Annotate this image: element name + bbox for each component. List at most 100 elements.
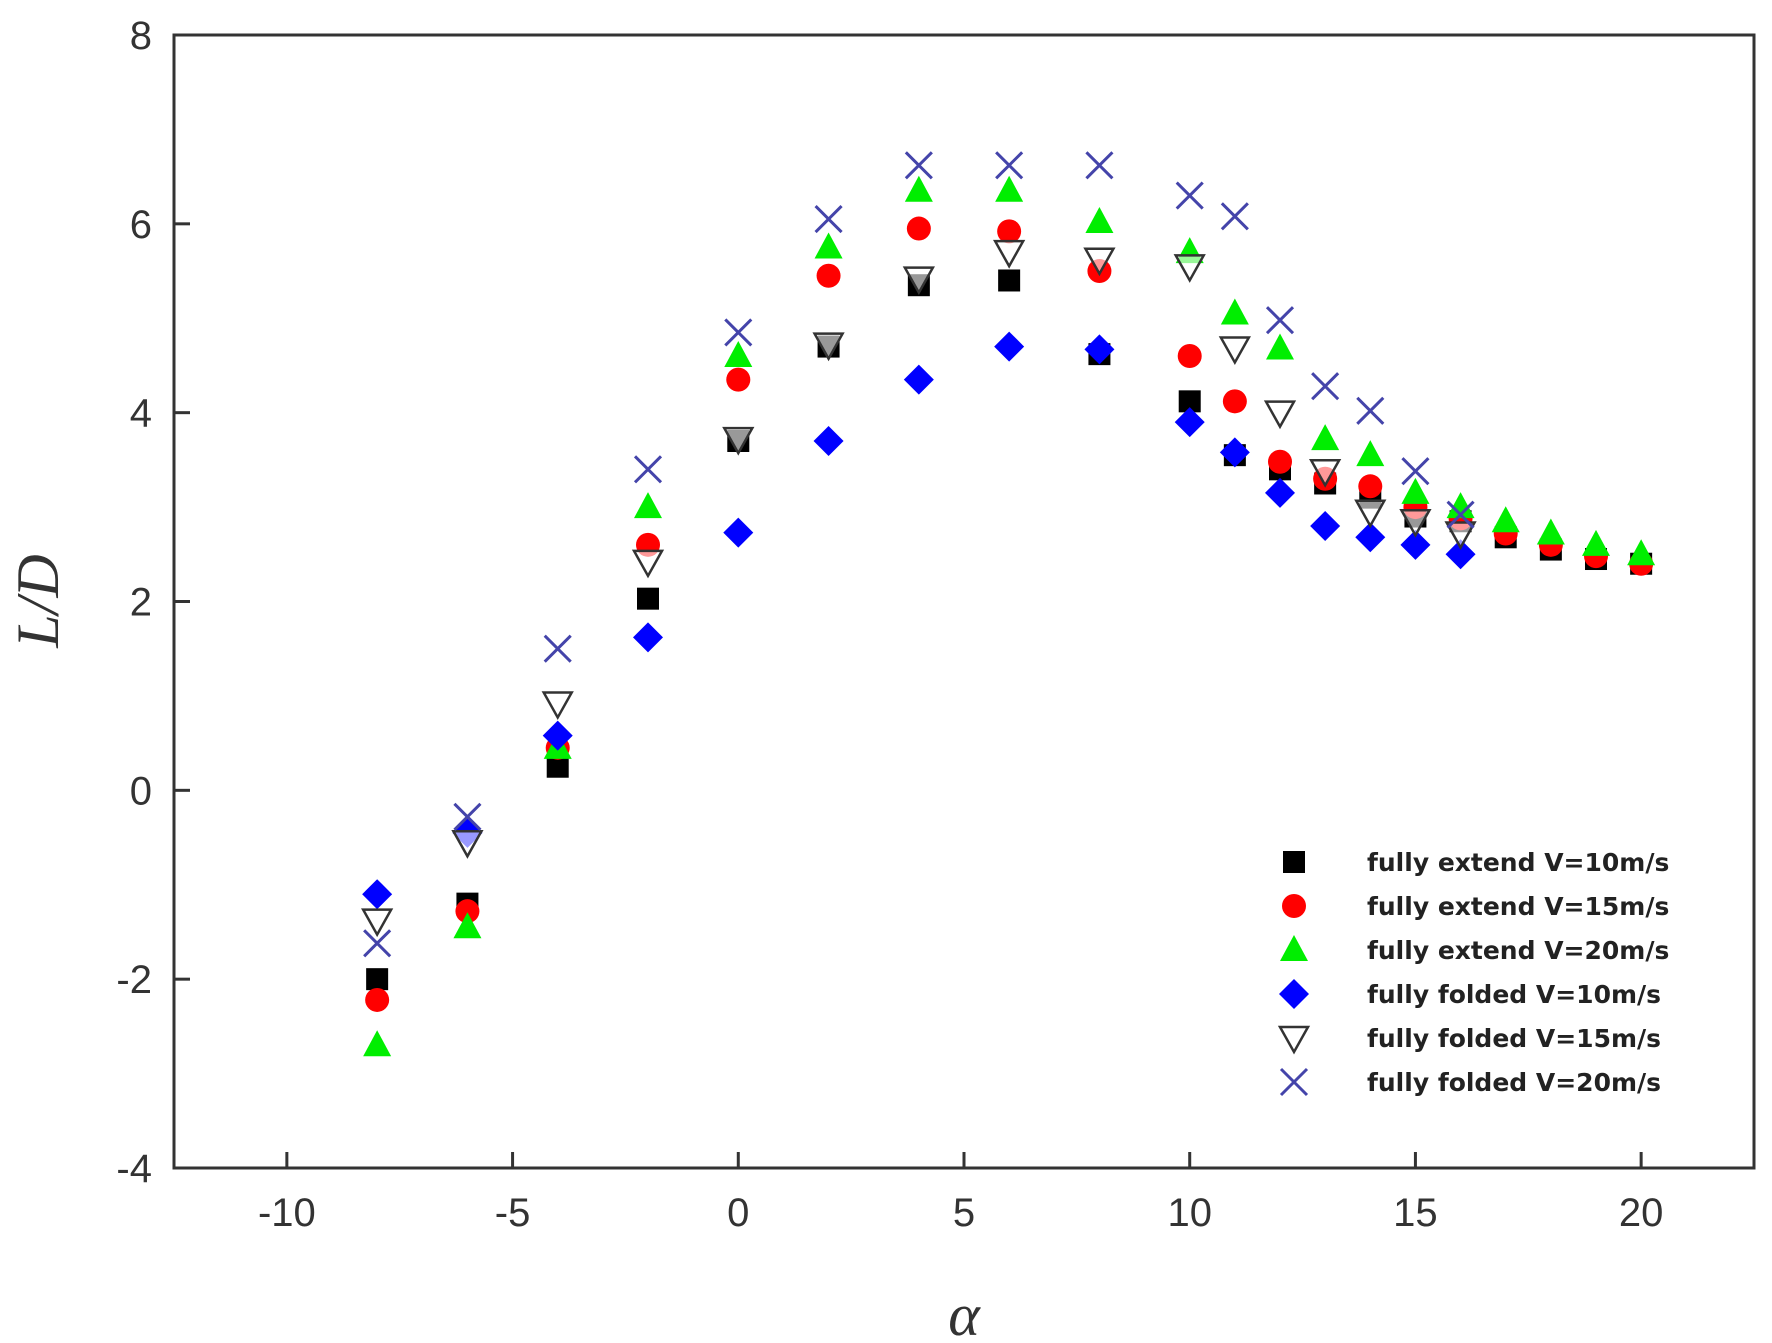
series-3 [363,175,1656,1057]
data-point [1266,333,1294,360]
data-point [1446,500,1475,529]
x-tick-label: 20 [1619,1191,1664,1235]
data-point [1358,474,1383,499]
data-point [1356,396,1385,425]
data-point [453,912,482,939]
data-point [1536,518,1565,545]
legend-marker [1277,1025,1311,1055]
data-point [1310,510,1341,541]
data-point [451,830,484,859]
data-point [1218,336,1251,366]
legend-marker [1282,894,1306,918]
x-axis-title: α [948,1282,981,1343]
data-point [906,216,931,241]
data-point [1354,499,1387,529]
data-point [998,269,1021,292]
data-point [1219,437,1250,468]
data-point [904,151,933,180]
data-point [366,968,389,991]
data-point [1083,247,1116,277]
plot-frame [172,33,1756,1170]
data-point [1399,508,1432,538]
data-point [994,331,1025,362]
y-axis-ticks: -4 -2 0 2 4 6 8 [116,14,190,1191]
data-point [634,492,662,519]
data-point [365,987,390,1012]
y-tick-label: 4 [130,392,152,436]
data-point [363,1030,392,1057]
data-point [1311,372,1340,401]
y-tick-label: 2 [130,581,152,625]
data-point [455,899,480,924]
data-point [363,929,392,958]
legend-label: fully extend V=15m/s [1367,892,1669,921]
data-point [1174,407,1205,438]
data-point [995,151,1024,180]
y-tick-label: 6 [130,203,152,247]
data-point [546,755,569,778]
data-point [904,175,933,202]
data-point [1311,424,1340,451]
data-point [453,802,482,831]
x-tick-label: 15 [1393,1191,1438,1235]
data-point [1177,344,1202,369]
data-point [1444,521,1477,551]
y-axis-title: L/D [5,554,71,648]
data-point [1400,529,1431,560]
data-point [813,425,844,456]
data-point [1355,522,1386,553]
data-point [637,587,659,610]
data-point [814,205,843,234]
data-point [1265,306,1295,335]
data-point [1085,206,1114,233]
data-point [1268,449,1292,474]
legend-label: fully folded V=20m/s [1367,1068,1661,1097]
data-point [1263,400,1297,430]
x-axis-ticks: -10 -5 0 5 10 15 20 [258,1152,1663,1235]
data-point [633,455,663,484]
data-point [997,219,1022,244]
data-point [1178,390,1201,413]
data-point [723,517,754,548]
legend-marker [1280,935,1308,961]
x-tick-label: 10 [1167,1191,1212,1235]
x-tick-label: -10 [258,1191,316,1235]
x-tick-label: 5 [953,1191,975,1235]
data-point [1445,539,1476,570]
legend-label: fully extend V=10m/s [1367,848,1669,877]
series-5 [361,239,1477,938]
data-point [1222,389,1247,414]
data-point [1309,458,1342,488]
data-point [1265,477,1295,508]
data-point [903,364,934,395]
data-point [812,332,845,362]
data-point [1084,334,1115,365]
legend-label: fully extend V=20m/s [1367,936,1669,965]
y-tick-label: 8 [130,14,152,58]
x-tick-label: -5 [495,1191,531,1235]
data-point [722,426,755,456]
series-6 [363,151,1475,958]
data-point [1491,506,1520,533]
data-point [361,908,394,938]
data-point [1356,440,1385,467]
data-point [816,263,841,288]
y-tick-label: -4 [116,1147,152,1191]
data-point [1173,254,1206,283]
data-point [1401,457,1430,486]
data-point [724,341,753,368]
data-point [542,720,573,751]
y-tick-label: -2 [116,958,152,1002]
legend: fully extend V=10m/s fully extend V=15m/s… [1277,848,1669,1097]
data-point [1175,181,1204,210]
data-point [631,549,665,579]
legend-marker [1283,851,1305,873]
data-point [543,634,572,663]
data-point [1582,529,1610,556]
legend-marker [1279,1067,1309,1097]
y-tick-label: 0 [130,769,152,813]
data-point [993,239,1026,269]
data-point [362,879,393,910]
data-point [1085,151,1114,180]
